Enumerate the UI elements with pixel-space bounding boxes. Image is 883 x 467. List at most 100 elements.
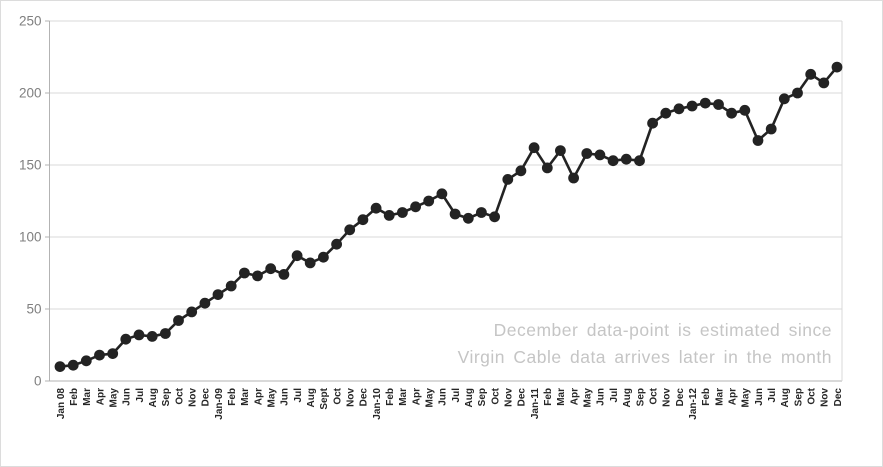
data-point [278,269,290,280]
x-axis-label: Oct [806,387,817,404]
x-axis-label: Mar [398,388,409,406]
data-point [713,99,724,110]
x-axis-label: Nov [662,388,673,407]
data-point [199,297,211,309]
data-point [370,202,382,214]
data-point [304,257,316,269]
data-point [239,267,250,279]
x-axis-label: Apr [95,388,106,405]
data-point [54,361,66,372]
x-axis-label: Apr [727,388,738,405]
x-axis-label: May [741,388,752,408]
data-point [634,155,645,167]
x-axis-label: Jun [754,388,765,406]
x-axis-label: Feb [385,388,396,406]
data-point [449,208,461,220]
data-point [212,289,224,300]
x-axis-label: Nov [820,388,831,407]
data-point [541,162,553,174]
data-point [225,280,237,292]
x-axis-label: Aug [148,388,159,407]
data-point [594,149,606,161]
x-axis-label: Nov [504,388,515,407]
data-point [528,142,540,154]
data-point [831,61,843,73]
data-point [726,107,737,119]
x-axis-label: Apr [569,388,580,405]
data-point [436,188,448,200]
x-axis-label: Mar [82,388,93,406]
x-axis-label: Dec [359,388,370,407]
y-axis-label: 0 [34,374,42,389]
data-point [515,165,527,177]
data-point [489,211,500,223]
data-point [133,329,145,341]
data-point [331,238,342,250]
data-point [792,87,803,99]
data-point [607,155,619,167]
x-axis-label: Sept [319,387,330,409]
data-point [120,333,132,345]
data-point [555,145,566,157]
data-point [739,104,751,116]
data-point [778,93,790,105]
x-axis-label: Dec [675,388,686,407]
data-point [805,68,817,80]
data-point [752,135,764,146]
data-point [357,214,369,226]
x-axis-label: Nov [346,388,357,407]
x-axis-label: Dec [201,388,212,407]
data-point [94,349,105,361]
data-point [67,359,79,371]
x-axis-label: Jun [438,388,449,406]
x-axis-label: Jan-10 [372,388,383,420]
data-point [818,77,830,89]
data-point [252,270,263,282]
x-axis-label: Sep [635,388,646,406]
x-axis-label: Feb [543,388,554,406]
data-point [423,195,435,207]
x-axis-label: Oct [332,387,343,404]
x-axis-label: Nov [187,388,198,407]
x-axis-label: Jan-11 [530,388,541,420]
data-point [686,100,698,112]
y-axis-label: 250 [19,14,42,29]
data-point [160,328,171,339]
x-axis-label: Oct [174,387,185,404]
x-axis-label: Jul [135,388,146,403]
x-axis-label: Mar [714,388,725,406]
data-point [765,123,777,135]
x-axis-label: Feb [701,388,712,406]
x-axis-label: Jan-12 [688,388,699,420]
data-point [699,97,711,109]
data-point [581,148,593,159]
x-axis-label: Oct [490,387,501,404]
x-axis-label: Sep [161,388,172,406]
data-point [410,201,421,213]
x-axis-label: Dec [833,388,844,407]
x-axis-label: Jul [293,388,304,403]
x-axis-label: Dec [517,388,528,407]
x-axis-label: Mar [240,388,251,406]
x-axis-label: May [583,388,594,408]
x-axis-label: Aug [622,388,633,407]
x-axis-label: Jun [122,388,133,406]
data-point [397,207,408,218]
data-point [620,153,632,165]
x-axis-label: May [267,388,278,408]
x-axis-label: Aug [780,388,791,407]
data-point [383,210,395,221]
data-point [660,107,672,119]
data-point [673,103,685,115]
x-axis-label: Jan 08 [56,388,67,420]
x-axis-label: Feb [69,388,80,406]
x-axis-label: Jun [280,388,291,406]
x-axis-label: Feb [227,388,238,406]
data-point [146,331,158,342]
data-point [502,174,514,185]
data-point [568,172,579,184]
data-point [291,250,303,262]
data-point [344,224,356,236]
